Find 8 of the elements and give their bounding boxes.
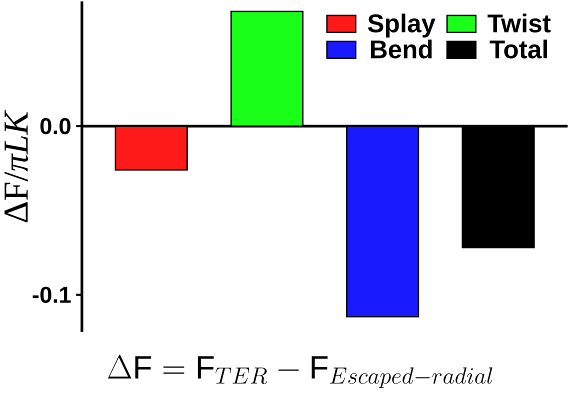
x-axis-title: $\Delta\mathrm{F} = \mathrm{F}_{TER} - \mathrm{F}_{Escaped-radial}$ xyxy=(108,354,492,388)
legend-label: Splay xyxy=(368,14,436,38)
legend-label: Twist xyxy=(488,14,551,33)
legend-label: Total xyxy=(490,40,547,59)
y-axis-title: ΔF/πLK xyxy=(4,110,28,222)
y-tick-label: 0.0 xyxy=(40,118,70,134)
legend-label: Bend xyxy=(371,40,432,59)
y-tick-label: -0.1 xyxy=(32,286,71,304)
